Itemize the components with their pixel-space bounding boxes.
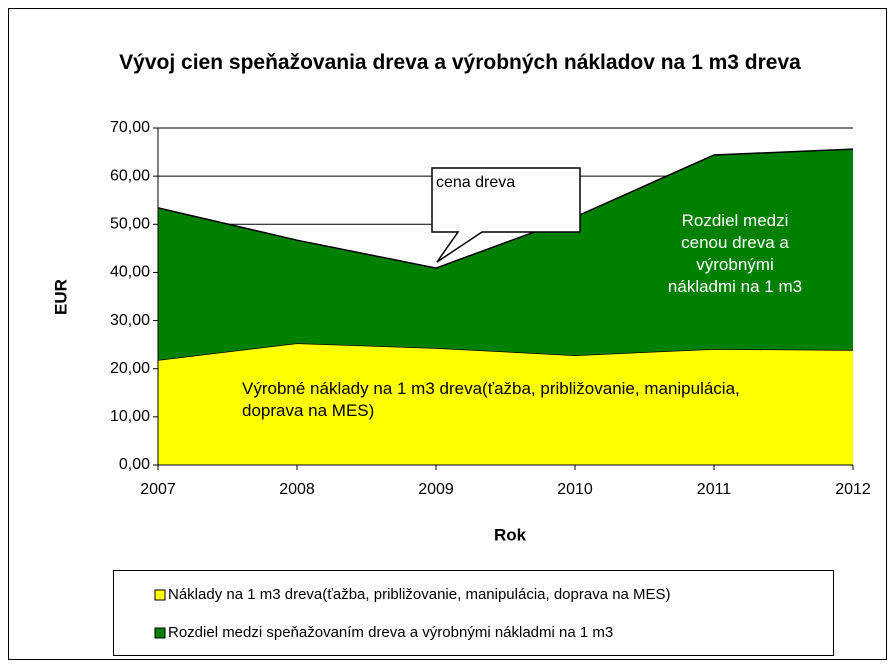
annotation: Výrobné náklady na 1 m3 dreva(ťažba, pri… bbox=[242, 379, 740, 420]
plot-area bbox=[157, 127, 854, 466]
area-edge bbox=[157, 148, 854, 269]
legend-label: Rozdiel medzi speňažovaním dreva a výrob… bbox=[168, 624, 613, 641]
area bbox=[158, 343, 853, 465]
y-tick-label: 20,00 bbox=[110, 360, 150, 377]
x-tick-label: 2010 bbox=[557, 481, 593, 498]
legend-swatch bbox=[154, 627, 166, 639]
y-tick-label: 50,00 bbox=[110, 216, 150, 233]
y-tick-label: 10,00 bbox=[110, 408, 150, 425]
y-tick-label: 30,00 bbox=[110, 312, 150, 329]
chart-title: Vývoj cien speňažovania dreva a výrobnýc… bbox=[119, 51, 801, 74]
annotation: cena dreva bbox=[436, 174, 516, 191]
legend bbox=[113, 570, 834, 656]
callout-box bbox=[431, 167, 581, 263]
legend-label: Náklady na 1 m3 dreva(ťažba, približovan… bbox=[168, 586, 671, 603]
x-tick-label: 2007 bbox=[140, 481, 176, 498]
y-tick-label: 70,00 bbox=[110, 119, 150, 136]
legend-swatch bbox=[154, 589, 166, 601]
x-tick-label: 2009 bbox=[418, 481, 454, 498]
annotation: Rozdiel medzi cenou dreva a výrobnými ná… bbox=[667, 211, 803, 296]
area bbox=[158, 149, 853, 361]
y-tick-label: 60,00 bbox=[110, 167, 150, 184]
x-tick-label: 2011 bbox=[697, 481, 732, 498]
x-axis-title: Rok bbox=[494, 525, 527, 544]
x-tick-label: 2008 bbox=[279, 481, 315, 498]
y-axis-title: EUR bbox=[51, 279, 70, 315]
x-tick-label: 2012 bbox=[835, 481, 871, 498]
y-tick-label: 40,00 bbox=[110, 264, 150, 281]
y-tick-label: 0,00 bbox=[119, 456, 150, 473]
